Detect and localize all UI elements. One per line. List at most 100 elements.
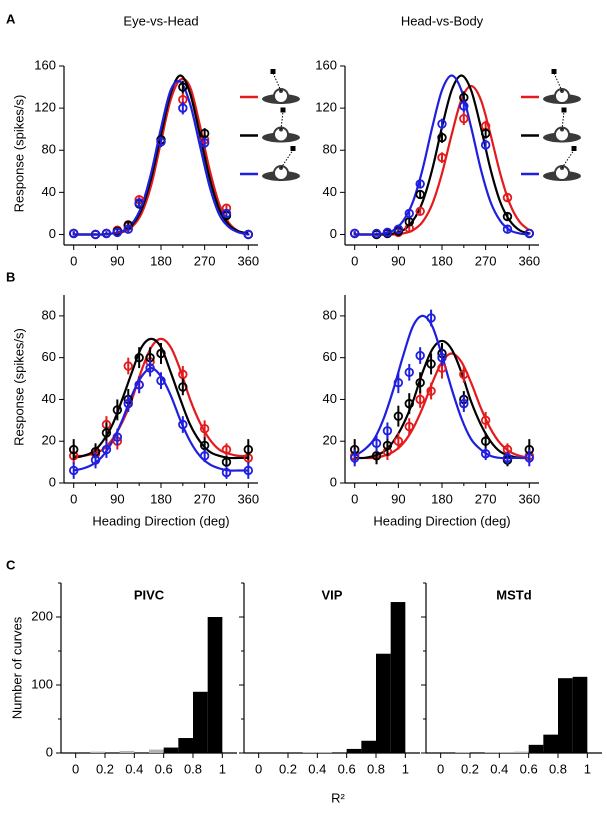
- x-tick-label: 0.8: [367, 761, 385, 776]
- data-point: [178, 369, 188, 380]
- x-tick-label: 0.2: [279, 761, 297, 776]
- y-tick-label: 100: [31, 676, 53, 691]
- data-point: [382, 440, 393, 451]
- x-tick-label: 0: [437, 761, 444, 776]
- data-point: [221, 444, 232, 455]
- data-point: [221, 208, 232, 219]
- data-point: [415, 378, 425, 388]
- data-point: [404, 208, 414, 219]
- y-tick-label: 80: [42, 142, 56, 157]
- data-point: [123, 361, 133, 371]
- legend-icon: [262, 146, 300, 181]
- data-point: [199, 138, 210, 148]
- bar: [499, 752, 514, 753]
- data-point: [524, 453, 534, 463]
- data-point: [178, 419, 188, 430]
- data-point: [393, 224, 404, 234]
- data-point: [156, 137, 166, 147]
- data-point: [502, 211, 513, 222]
- data-point: [524, 228, 534, 239]
- y-tick-label: 40: [42, 184, 56, 199]
- data-point: [415, 206, 425, 217]
- data-point: [415, 394, 425, 405]
- data-point: [199, 440, 210, 451]
- x-tick-label: 360: [237, 253, 259, 268]
- chart-title: VIP: [322, 587, 343, 602]
- y-tick-label: 80: [42, 307, 56, 322]
- x-tick-label: 180: [431, 491, 453, 506]
- y-tick-label: 160: [34, 57, 56, 72]
- bar: [149, 749, 164, 753]
- bar: [163, 747, 179, 753]
- x-tick-label: 90: [391, 253, 405, 268]
- y-axis-label: Number of curves: [9, 616, 24, 719]
- icon-gaze: [280, 111, 284, 130]
- x-tick-label: 180: [150, 491, 172, 506]
- data-point: [393, 436, 404, 446]
- x-tick-label: 360: [237, 491, 259, 506]
- data-point: [502, 224, 513, 234]
- x-tick-label: 360: [518, 253, 540, 268]
- data-point: [156, 375, 166, 386]
- x-tick-label: 90: [391, 491, 405, 506]
- x-tick-label: 270: [475, 491, 497, 506]
- x-tick-label: 0.2: [96, 761, 114, 776]
- x-tick-label: 360: [518, 491, 540, 506]
- bar: [528, 744, 544, 753]
- x-tick-label: 0.4: [125, 761, 143, 776]
- data-point: [178, 82, 188, 92]
- bar: [119, 750, 135, 753]
- y-tick-label: 0: [49, 474, 56, 489]
- panel-letter: A: [6, 11, 16, 26]
- legend-icon: [543, 107, 581, 143]
- data-point: [371, 228, 382, 239]
- data-point: [68, 444, 79, 455]
- bar: [317, 752, 332, 753]
- panel-letter: B: [6, 269, 15, 284]
- data-point: [426, 386, 436, 396]
- x-tick-label: 0.4: [490, 761, 508, 776]
- data-point: [145, 363, 155, 373]
- x-tick-label: 90: [110, 491, 124, 506]
- x-tick-label: 0: [70, 253, 77, 268]
- data-point: [101, 428, 112, 438]
- data-point: [101, 228, 112, 239]
- data-point: [156, 348, 166, 359]
- x-tick-label: 180: [431, 253, 453, 268]
- data-point: [134, 352, 144, 363]
- data-point: [90, 455, 101, 465]
- bar: [178, 738, 193, 753]
- legend-icon: [543, 146, 581, 181]
- icon-gaze: [272, 72, 282, 92]
- legend-icon: [262, 69, 300, 104]
- bar: [302, 752, 318, 753]
- x-tick-label: 90: [110, 253, 124, 268]
- x-tick-label: 0.6: [338, 761, 356, 776]
- data-point: [437, 152, 447, 163]
- x-axis-label: Heading Direction (deg): [92, 513, 229, 528]
- x-tick-label: 0: [72, 761, 79, 776]
- x-tick-label: 180: [150, 253, 172, 268]
- icon-gaze: [561, 111, 565, 130]
- data-point: [415, 189, 425, 200]
- y-tick-label: 160: [315, 57, 337, 72]
- x-tick-label: 0: [351, 253, 358, 268]
- bar: [376, 653, 391, 753]
- x-tick-label: 0: [70, 491, 77, 506]
- data-point: [350, 453, 360, 463]
- bar: [346, 748, 362, 753]
- icon-target: [290, 146, 296, 151]
- bar: [207, 617, 223, 753]
- y-tick-label: 120: [315, 100, 337, 115]
- icon-target: [571, 146, 577, 151]
- x-tick-label: 0.2: [461, 761, 479, 776]
- y-tick-label: 0: [46, 744, 53, 759]
- bar: [484, 752, 500, 753]
- data-point: [90, 229, 101, 240]
- data-point: [404, 421, 414, 432]
- y-tick-label: 0: [330, 474, 337, 489]
- data-point: [480, 140, 491, 150]
- data-point: [382, 426, 393, 436]
- data-point: [382, 227, 393, 238]
